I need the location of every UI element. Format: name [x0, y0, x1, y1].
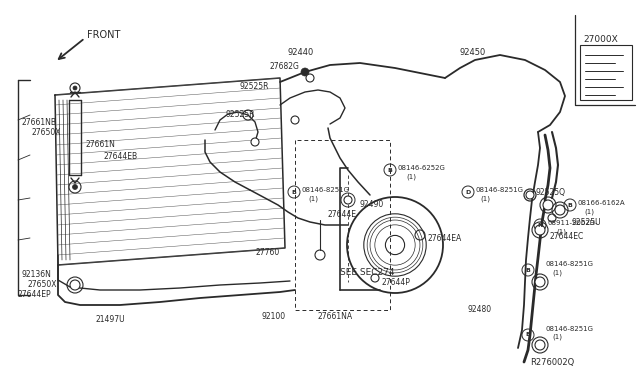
Text: R276002Q: R276002Q [530, 358, 574, 367]
Text: 21497U: 21497U [95, 315, 125, 324]
Bar [580, 45, 632, 100]
Circle shape [73, 86, 77, 90]
Text: B: B [525, 267, 531, 273]
Circle shape [535, 277, 545, 287]
Text: 27644EC: 27644EC [550, 232, 584, 241]
Text: 27650X: 27650X [32, 128, 61, 137]
Circle shape [543, 200, 553, 210]
Text: 08146-8251G: 08146-8251G [476, 187, 524, 193]
Text: 27661NA: 27661NA [318, 312, 353, 321]
Text: (1): (1) [552, 334, 562, 340]
Text: 92450: 92450 [460, 48, 486, 57]
Text: 27644EA: 27644EA [428, 234, 462, 243]
Text: 92440: 92440 [288, 48, 314, 57]
Text: 27644EP: 27644EP [18, 290, 52, 299]
Text: 92490: 92490 [360, 200, 384, 209]
Circle shape [306, 74, 314, 82]
Circle shape [344, 196, 352, 204]
Circle shape [535, 340, 545, 350]
Text: 08146-6252G: 08146-6252G [398, 165, 446, 171]
Text: 27682G: 27682G [270, 62, 300, 71]
Text: (1): (1) [308, 195, 318, 202]
Text: (1): (1) [556, 228, 566, 234]
Text: 08911-2062H-: 08911-2062H- [548, 220, 598, 226]
Text: B: B [568, 202, 572, 208]
Text: 27760: 27760 [256, 248, 280, 257]
Text: (1): (1) [584, 208, 594, 215]
Text: B: B [292, 189, 296, 195]
Circle shape [251, 138, 259, 146]
Text: N: N [538, 222, 543, 228]
Text: 08146-8251G: 08146-8251G [546, 326, 594, 332]
Text: FRONT: FRONT [87, 30, 120, 40]
Circle shape [301, 68, 309, 76]
Text: 08166-6162A: 08166-6162A [578, 200, 626, 206]
Text: 92480: 92480 [468, 305, 492, 314]
Text: 27644P: 27644P [382, 278, 411, 287]
Circle shape [70, 280, 80, 290]
Circle shape [548, 214, 556, 222]
Circle shape [72, 185, 77, 189]
Text: 92100: 92100 [262, 312, 286, 321]
Circle shape [535, 225, 545, 235]
Text: 92525Q: 92525Q [536, 188, 566, 197]
Text: 92525U: 92525U [572, 218, 602, 227]
Circle shape [371, 274, 379, 282]
Text: 27661N: 27661N [85, 140, 115, 149]
Text: (1): (1) [552, 269, 562, 276]
Text: 27661NB: 27661NB [22, 118, 57, 127]
Text: 27000X: 27000X [583, 35, 618, 44]
Text: 08146-8251G: 08146-8251G [302, 187, 350, 193]
Text: D: D [465, 189, 470, 195]
Text: SEE SEC274: SEE SEC274 [340, 268, 394, 277]
Text: 27644EB: 27644EB [103, 152, 137, 161]
Text: 27650X: 27650X [28, 280, 58, 289]
Text: 27644E: 27644E [327, 210, 356, 219]
Text: B: B [525, 333, 531, 337]
Text: 92136N: 92136N [22, 270, 52, 279]
Text: (1): (1) [406, 173, 416, 180]
Text: 08146-8251G: 08146-8251G [546, 261, 594, 267]
Text: 92525R: 92525R [240, 82, 269, 91]
Circle shape [555, 205, 565, 215]
Text: B: B [388, 167, 392, 173]
Circle shape [291, 116, 299, 124]
Text: (1): (1) [480, 195, 490, 202]
Text: 92525R: 92525R [225, 110, 255, 119]
Circle shape [526, 191, 534, 199]
